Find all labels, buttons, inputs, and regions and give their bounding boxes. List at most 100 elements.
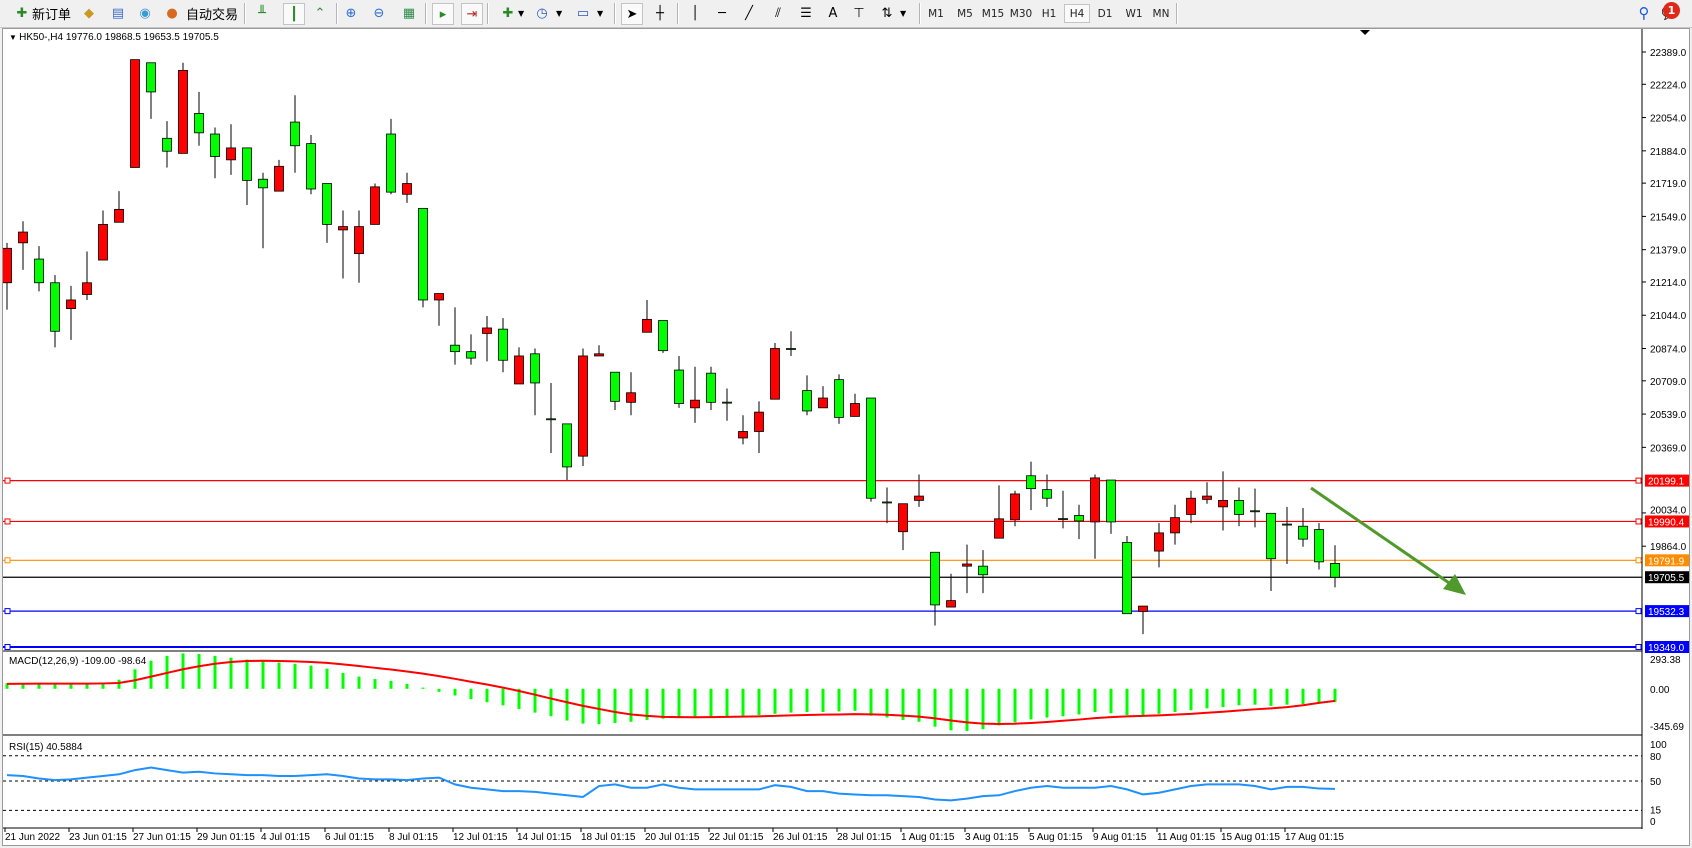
bar-chart-icon[interactable]: ╨ xyxy=(258,5,266,21)
level-handle[interactable] xyxy=(1635,518,1642,525)
level-handle[interactable] xyxy=(1635,477,1642,484)
timeframe-h4[interactable]: H4 xyxy=(1064,4,1090,23)
crosshair-icon[interactable]: ┼ xyxy=(656,5,664,21)
candle-body xyxy=(1058,518,1068,520)
trend-arrow-head-icon[interactable] xyxy=(1443,574,1466,595)
vertical-line-icon[interactable]: │ xyxy=(691,5,699,21)
level-handle[interactable] xyxy=(4,608,11,615)
market-watch-icon[interactable]: ◆ xyxy=(84,5,94,21)
new-order-icon[interactable]: ✚ xyxy=(16,5,28,21)
periods-clock-icon[interactable]: ◷ xyxy=(536,5,548,21)
macd-histogram-bar xyxy=(1109,688,1113,714)
candle-body xyxy=(1218,499,1228,508)
timeframe-m30[interactable]: M30 xyxy=(1009,7,1033,20)
chevron-down-icon[interactable]: ▼ xyxy=(556,9,563,18)
toolbar-separator xyxy=(919,3,921,24)
level-handle[interactable] xyxy=(1635,643,1642,650)
candle-body xyxy=(194,113,204,134)
toolbar-separator xyxy=(487,3,489,24)
timeframe-m15[interactable]: M15 xyxy=(981,7,1005,20)
notification-badge[interactable]: 1 xyxy=(1663,2,1680,19)
candle-body xyxy=(610,371,620,402)
text-label-icon[interactable]: ⊤ xyxy=(853,5,865,21)
date-axis-label: 9 Aug 01:15 xyxy=(1093,832,1147,843)
trendline-icon[interactable]: ╱ xyxy=(745,5,753,21)
level-handle[interactable] xyxy=(1635,557,1642,564)
trend-arrow-line[interactable] xyxy=(1310,486,1456,589)
macd-histogram-bar xyxy=(1237,688,1241,706)
candle-body xyxy=(962,563,972,567)
candle-body xyxy=(1010,493,1020,521)
timeframe-mn[interactable]: MN xyxy=(1152,7,1170,20)
date-axis-label: 26 Jul 01:15 xyxy=(773,832,828,843)
candle-body xyxy=(1090,477,1100,523)
timeframe-d1[interactable]: D1 xyxy=(1097,7,1113,20)
text-icon[interactable]: A xyxy=(828,5,838,21)
signals-icon[interactable]: ◉ xyxy=(139,5,151,21)
data-window-icon[interactable]: ▤ xyxy=(111,5,125,21)
tile-windows-icon[interactable]: ▦ xyxy=(402,5,416,21)
auto-trading-icon[interactable]: ● xyxy=(166,5,178,21)
level-handle[interactable] xyxy=(4,477,11,484)
cursor-icon[interactable]: ➤ xyxy=(621,3,643,25)
candle-body xyxy=(1138,605,1148,612)
timeframe-m1[interactable]: M1 xyxy=(928,7,944,20)
level-handle[interactable] xyxy=(1635,608,1642,615)
level-handle[interactable] xyxy=(4,643,11,650)
chart-shift-icon[interactable]: ⇥ xyxy=(461,3,483,25)
arrows-icon[interactable]: ⇅ xyxy=(881,5,893,21)
candle-body xyxy=(882,501,892,504)
candle-body xyxy=(578,355,588,457)
candle-body xyxy=(210,133,220,157)
collapse-triangle-icon[interactable]: ▼ xyxy=(9,33,20,42)
chart-shift-marker-icon[interactable] xyxy=(1360,30,1370,35)
chart-window[interactable]: 22389.0 22224.0 22054.0 21884.0 21719.0 21549… xyxy=(2,28,1690,846)
macd-histogram-bar xyxy=(101,682,105,689)
candle-body xyxy=(98,224,108,261)
candle-body xyxy=(1154,532,1164,552)
candle-body xyxy=(706,372,716,403)
macd-histogram-bar xyxy=(453,688,457,696)
fibonacci-icon[interactable]: ☰ xyxy=(800,5,812,21)
candle-body xyxy=(386,133,396,193)
rsi-label: RSI(15) 40.5884 xyxy=(9,742,83,753)
timeframe-m5[interactable]: M5 xyxy=(957,7,973,20)
level-handle[interactable] xyxy=(4,557,11,564)
candle-body xyxy=(674,369,684,404)
candle-body xyxy=(978,565,988,576)
auto-trading-button[interactable]: 自动交易 xyxy=(186,7,239,23)
timeframe-h1[interactable]: H1 xyxy=(1041,7,1057,20)
horizontal-line-icon[interactable]: ─ xyxy=(718,5,726,21)
level-handle[interactable] xyxy=(4,518,11,525)
macd-histogram-bar xyxy=(885,688,889,718)
macd-histogram-bar xyxy=(1333,688,1337,703)
search-icon[interactable]: ⚲ xyxy=(1638,4,1650,22)
zoom-out-icon[interactable]: ⊖ xyxy=(373,5,385,21)
macd-histogram-bar xyxy=(709,688,713,717)
line-chart-icon[interactable]: ⌃ xyxy=(314,5,326,21)
date-axis-label: 4 Jul 01:15 xyxy=(261,832,310,843)
equidistant-channel-icon[interactable]: ⫽ xyxy=(775,5,781,21)
chevron-down-icon[interactable]: ▼ xyxy=(597,9,604,18)
price-chart[interactable]: 22389.0 22224.0 22054.0 21884.0 21719.0 21549… xyxy=(3,29,1691,847)
timeframe-w1[interactable]: W1 xyxy=(1125,7,1143,20)
indicators-icon[interactable]: ✚ xyxy=(502,5,514,21)
date-axis-label: 8 Jul 01:15 xyxy=(389,832,438,843)
auto-scroll-icon[interactable]: ▸ xyxy=(432,3,454,25)
date-axis-label: 17 Aug 01:15 xyxy=(1285,832,1344,843)
templates-icon[interactable]: ▭ xyxy=(576,5,590,21)
macd-histogram-bar xyxy=(53,683,57,689)
candle-body xyxy=(914,495,924,501)
new-order-button[interactable]: 新订单 xyxy=(32,7,72,23)
chevron-down-icon[interactable]: ▼ xyxy=(900,9,907,18)
candle-body xyxy=(3,247,12,284)
date-axis-label: 21 Jun 2022 xyxy=(5,832,60,843)
macd-histogram-bar xyxy=(1029,688,1033,720)
candlestick-chart-icon[interactable]: ┃ xyxy=(283,3,305,25)
macd-axis-label: 0.00 xyxy=(1650,685,1670,696)
macd-histogram-bar xyxy=(1317,688,1321,704)
chevron-down-icon[interactable]: ▼ xyxy=(518,9,525,18)
level-price-label: 19990.4 xyxy=(1648,517,1685,528)
candle-body xyxy=(242,147,252,181)
zoom-in-icon[interactable]: ⊕ xyxy=(345,5,357,21)
